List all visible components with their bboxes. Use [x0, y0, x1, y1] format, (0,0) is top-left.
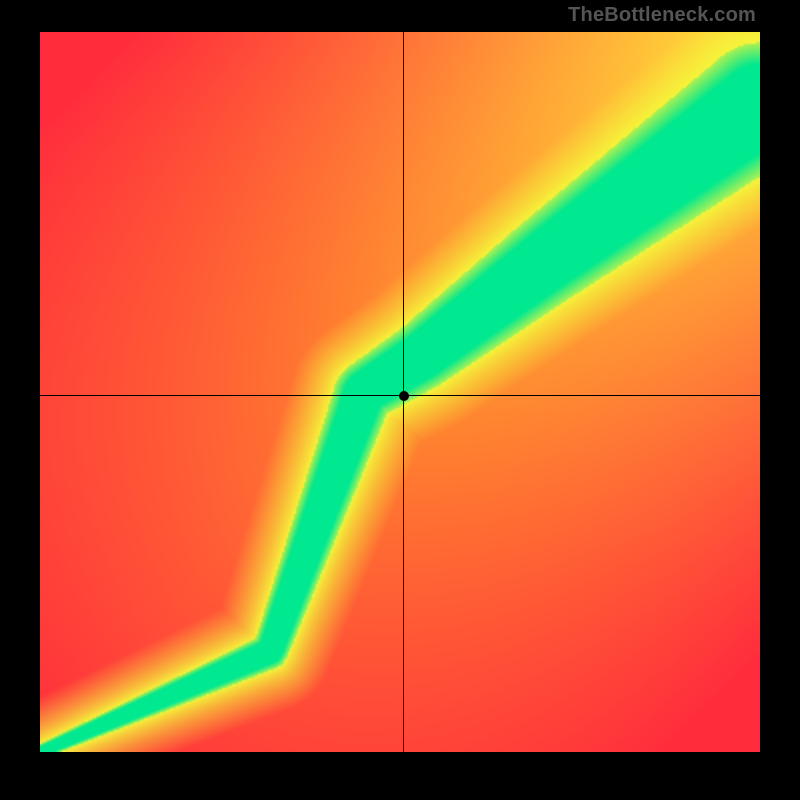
- chart-frame: TheBottleneck.com: [0, 0, 800, 800]
- plot-area: [40, 32, 760, 752]
- watermark-text: TheBottleneck.com: [568, 4, 756, 27]
- heatmap-canvas: [40, 32, 760, 752]
